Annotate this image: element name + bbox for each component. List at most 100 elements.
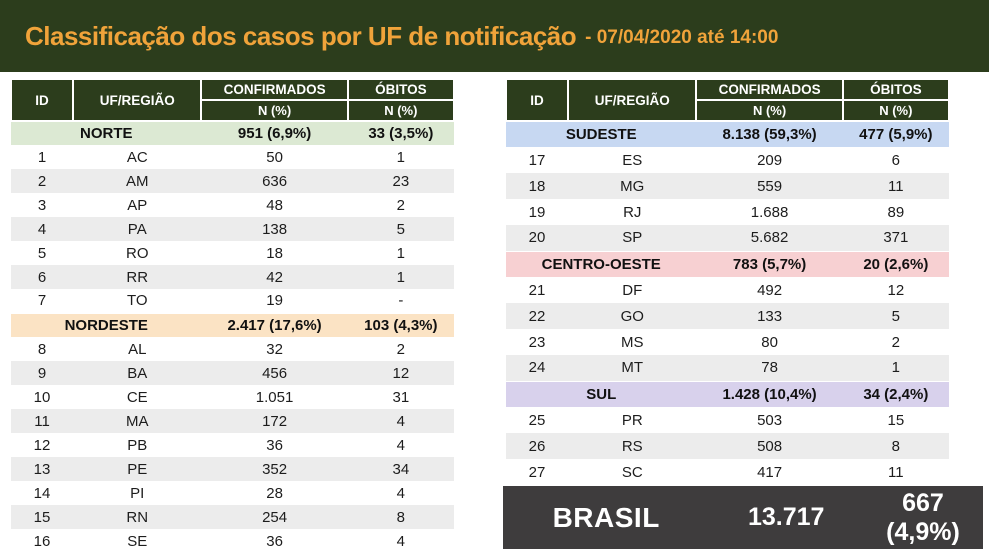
cell-uf: SC <box>568 459 697 485</box>
cell-uf: RS <box>568 433 697 459</box>
region-deaths-value: 34 (2,4%) <box>842 380 949 408</box>
cell-deaths: 15 <box>842 407 949 433</box>
table-row: 20 SP 5.682 371 <box>506 225 949 251</box>
region-confirmed-value: 951 (6,9%) <box>201 120 348 146</box>
cell-deaths: 4 <box>347 409 454 433</box>
cell-id: 2 <box>11 169 74 193</box>
table-row: 24 MT 78 1 <box>506 355 949 381</box>
cell-id: 25 <box>506 407 569 433</box>
column-subheader-confirmed-npct: N (%) <box>200 99 349 122</box>
column-subheader-deaths-npct: N (%) <box>841 99 951 122</box>
region-deaths-value: 103 (4,3%) <box>347 312 454 338</box>
cell-deaths: 89 <box>842 199 949 225</box>
cell-confirmed: 209 <box>696 147 843 173</box>
region-confirmed-value: 1.428 (10,4%) <box>696 380 843 408</box>
column-header-deaths: ÓBITOS <box>841 78 951 101</box>
cell-uf: MG <box>568 173 697 199</box>
table-row: 26 RS 508 8 <box>506 433 949 459</box>
cell-confirmed: 172 <box>201 409 348 433</box>
cell-uf: AM <box>73 169 202 193</box>
cell-confirmed: 254 <box>201 505 348 529</box>
column-header-uf: UF/REGIÃO <box>72 78 203 122</box>
table-right-header: ID UF/REGIÃO CONFIRMADOS ÓBITOS N (%) N … <box>504 78 951 122</box>
table-left-body: NORTE 951 (6,9%) 33 (3,5%) 1 AC 50 1 2 AM 636 23 3 A… <box>11 120 454 553</box>
cell-confirmed: 559 <box>696 173 843 199</box>
cell-uf: MT <box>568 355 697 381</box>
cell-deaths: 11 <box>842 173 949 199</box>
cell-uf: PI <box>73 481 202 505</box>
cell-id: 4 <box>11 217 74 241</box>
cell-confirmed: 492 <box>696 277 843 303</box>
cell-deaths: - <box>347 289 454 313</box>
cell-id: 10 <box>11 385 74 409</box>
table-row: 10 CE 1.051 31 <box>11 385 454 409</box>
cell-id: 27 <box>506 459 569 485</box>
table-row: 16 SE 36 4 <box>11 529 454 553</box>
cell-deaths: 31 <box>347 385 454 409</box>
column-header-confirmed: CONFIRMADOS <box>695 78 844 101</box>
region-confirmed-value: 8.138 (59,3%) <box>696 120 843 148</box>
cell-id: 6 <box>11 265 74 289</box>
table-row: 1 AC 50 1 <box>11 145 454 169</box>
cell-confirmed: 18 <box>201 241 348 265</box>
region-row-norte: NORTE 951 (6,9%) 33 (3,5%) <box>11 120 454 146</box>
cell-confirmed: 50 <box>201 145 348 169</box>
column-subheader-confirmed-npct: N (%) <box>695 99 844 122</box>
cell-confirmed: 417 <box>696 459 843 485</box>
brasil-confirmed-value: 13.717 <box>747 503 825 531</box>
column-subheader-deaths-npct: N (%) <box>346 99 456 122</box>
region-row-sudeste: SUDESTE 8.138 (59,3%) 477 (5,9%) <box>506 120 949 148</box>
table-row: 19 RJ 1.688 89 <box>506 199 949 225</box>
cell-deaths: 11 <box>842 459 949 485</box>
cell-uf: SP <box>568 225 697 251</box>
cell-uf: RR <box>73 265 202 289</box>
cell-id: 11 <box>11 409 74 433</box>
cell-deaths: 5 <box>842 303 949 329</box>
page-subtitle: - 07/04/2020 até 14:00 <box>585 27 779 48</box>
table-row: 17 ES 209 6 <box>506 147 949 173</box>
page-title: Classificação dos casos por UF de notifi… <box>25 20 577 51</box>
table-row: 13 PE 352 34 <box>11 457 454 481</box>
table-row: 23 MS 80 2 <box>506 329 949 355</box>
column-header-deaths: ÓBITOS <box>346 78 456 101</box>
brasil-total-bar: BRASIL 13.717 667 (4,9%) <box>503 486 983 549</box>
cell-deaths: 12 <box>347 361 454 385</box>
cell-uf: RN <box>73 505 202 529</box>
cell-confirmed: 48 <box>201 193 348 217</box>
table-row: 22 GO 133 5 <box>506 303 949 329</box>
table-row: 11 MA 172 4 <box>11 409 454 433</box>
table-row: 8 AL 32 2 <box>11 337 454 361</box>
cell-confirmed: 80 <box>696 329 843 355</box>
cell-id: 21 <box>506 277 569 303</box>
cell-confirmed: 28 <box>201 481 348 505</box>
cell-id: 8 <box>11 337 74 361</box>
cell-uf: SE <box>73 529 202 553</box>
cell-id: 9 <box>11 361 74 385</box>
cell-id: 13 <box>11 457 74 481</box>
region-deaths-value: 477 (5,9%) <box>842 120 949 148</box>
cell-confirmed: 352 <box>201 457 348 481</box>
table-row: 7 TO 19- <box>11 289 454 313</box>
cell-confirmed: 42 <box>201 265 348 289</box>
cell-id: 7 <box>11 289 74 313</box>
brasil-deaths-value: 667 (4,9%) <box>886 488 960 546</box>
cell-id: 23 <box>506 329 569 355</box>
cell-id: 26 <box>506 433 569 459</box>
table-row: 4 PA 138 5 <box>11 217 454 241</box>
table-row: 14 PI 28 4 <box>11 481 454 505</box>
column-header-id: ID <box>9 78 75 122</box>
cell-uf: MS <box>568 329 697 355</box>
cell-deaths: 4 <box>347 481 454 505</box>
cell-deaths: 8 <box>347 505 454 529</box>
region-confirmed-value: 2.417 (17,6%) <box>201 312 348 338</box>
cell-uf: AC <box>73 145 202 169</box>
cell-id: 15 <box>11 505 74 529</box>
cell-confirmed: 36 <box>201 529 348 553</box>
cell-deaths: 371 <box>842 225 949 251</box>
table-right: ID UF/REGIÃO CONFIRMADOS ÓBITOS N (%) N … <box>504 78 951 485</box>
table-row: 18 MG 559 11 <box>506 173 949 199</box>
cell-confirmed: 1.688 <box>696 199 843 225</box>
cell-id: 19 <box>506 199 569 225</box>
cell-confirmed: 138 <box>201 217 348 241</box>
cell-uf: AL <box>73 337 202 361</box>
